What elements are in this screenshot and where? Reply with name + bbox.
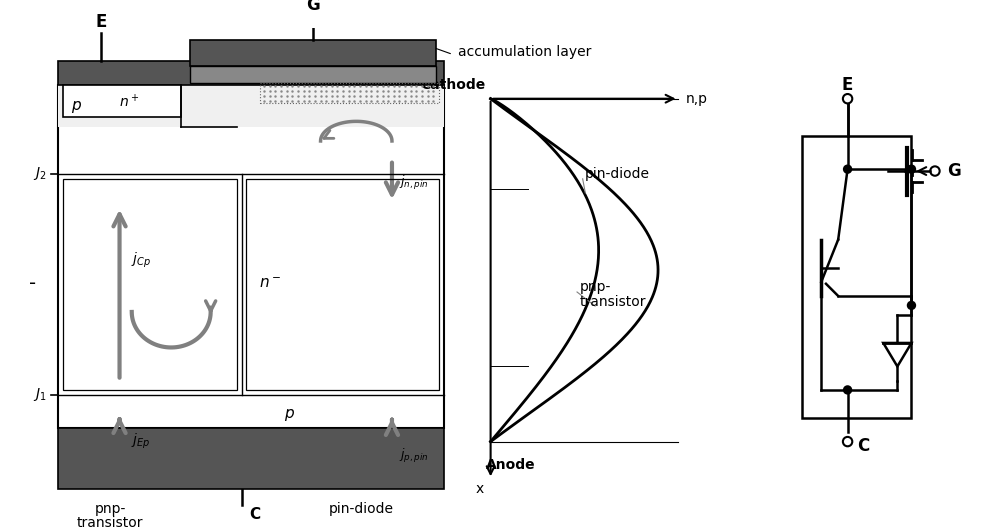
Text: $j_{n,pin}$: $j_{n,pin}$ — [399, 174, 429, 192]
Circle shape — [843, 165, 852, 174]
Text: $j_{p,pin}$: $j_{p,pin}$ — [399, 447, 429, 465]
Text: $J_2$: $J_2$ — [33, 165, 46, 182]
Circle shape — [843, 94, 852, 104]
Text: -: - — [29, 275, 36, 293]
Text: transistor: transistor — [580, 295, 646, 310]
Text: p: p — [71, 98, 80, 113]
Circle shape — [843, 437, 852, 446]
Bar — [190, 40, 436, 66]
Bar — [63, 84, 181, 117]
Text: $n^-$: $n^-$ — [259, 276, 281, 292]
Text: transistor: transistor — [77, 516, 143, 530]
Bar — [190, 66, 436, 83]
Text: Cathode: Cathode — [421, 78, 486, 92]
Text: $j_{Ep}$: $j_{Ep}$ — [131, 432, 150, 451]
Bar — [63, 178, 237, 390]
Text: C: C — [249, 507, 260, 523]
Bar — [260, 83, 439, 104]
Circle shape — [907, 301, 916, 310]
Text: Anode: Anode — [486, 458, 536, 472]
Circle shape — [930, 166, 940, 176]
Text: C: C — [857, 438, 869, 455]
Circle shape — [907, 165, 916, 174]
Text: G: G — [947, 162, 961, 180]
Bar — [58, 84, 444, 127]
Text: $n^+$: $n^+$ — [119, 93, 139, 110]
Text: pin-diode: pin-diode — [585, 167, 650, 181]
Bar — [246, 178, 439, 390]
Text: pin-diode: pin-diode — [328, 502, 393, 516]
Bar — [58, 427, 444, 489]
Text: E: E — [842, 75, 853, 93]
Text: p: p — [284, 406, 293, 421]
Text: x: x — [475, 482, 483, 495]
Text: $j_{Cp}$: $j_{Cp}$ — [131, 251, 151, 270]
Bar — [802, 136, 911, 418]
Text: n,p: n,p — [686, 92, 708, 106]
Text: pnp-: pnp- — [94, 502, 126, 516]
Bar — [58, 84, 444, 427]
Text: E: E — [95, 13, 106, 31]
Text: pnp-: pnp- — [580, 280, 611, 294]
Polygon shape — [883, 343, 911, 366]
Text: accumulation layer: accumulation layer — [458, 45, 591, 59]
Text: $J_1$: $J_1$ — [33, 386, 46, 403]
Text: G: G — [306, 0, 320, 14]
Bar — [58, 61, 444, 84]
Circle shape — [843, 385, 852, 395]
